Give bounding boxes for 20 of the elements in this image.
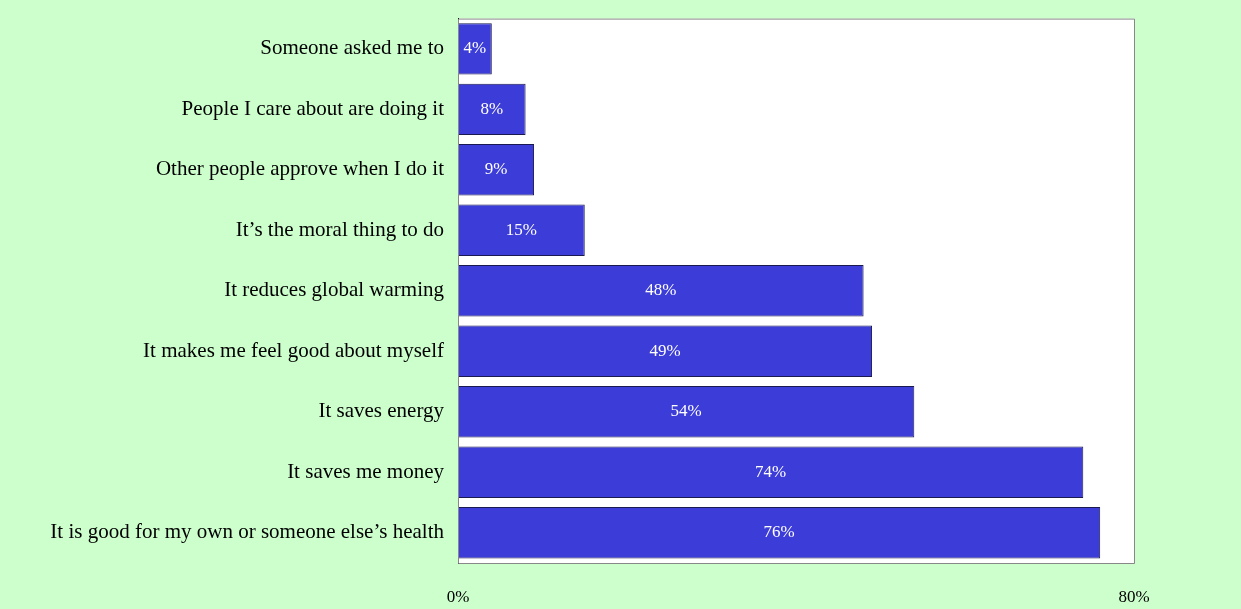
y-tick-label: It saves energy [318, 398, 445, 423]
data-label: 9% [484, 159, 508, 179]
y-tick-label: Someone asked me to [260, 35, 444, 60]
y-tick-label: Other people approve when I do it [155, 156, 445, 181]
x-tick-label: 0% [446, 586, 470, 606]
data-label: 8% [480, 98, 504, 118]
y-tick-label: It makes me feel good about myself [143, 337, 444, 362]
data-label: 48% [645, 280, 677, 300]
x-tick-label: 80% [1118, 586, 1150, 606]
data-label: 54% [670, 401, 702, 421]
data-label: 15% [505, 219, 537, 239]
y-tick-label: It reduces global warming [224, 277, 445, 302]
y-tick-label: People I care about are doing it [181, 95, 445, 120]
y-tick-label: It saves me money [287, 458, 445, 483]
y-tick-label: It is good for my own or someone else’s health [50, 519, 445, 544]
data-label: 4% [463, 38, 487, 58]
y-tick-label: It’s the moral thing to do [235, 216, 444, 241]
data-label: 74% [755, 461, 787, 481]
data-label: 49% [649, 340, 681, 360]
data-label: 76% [763, 522, 795, 542]
